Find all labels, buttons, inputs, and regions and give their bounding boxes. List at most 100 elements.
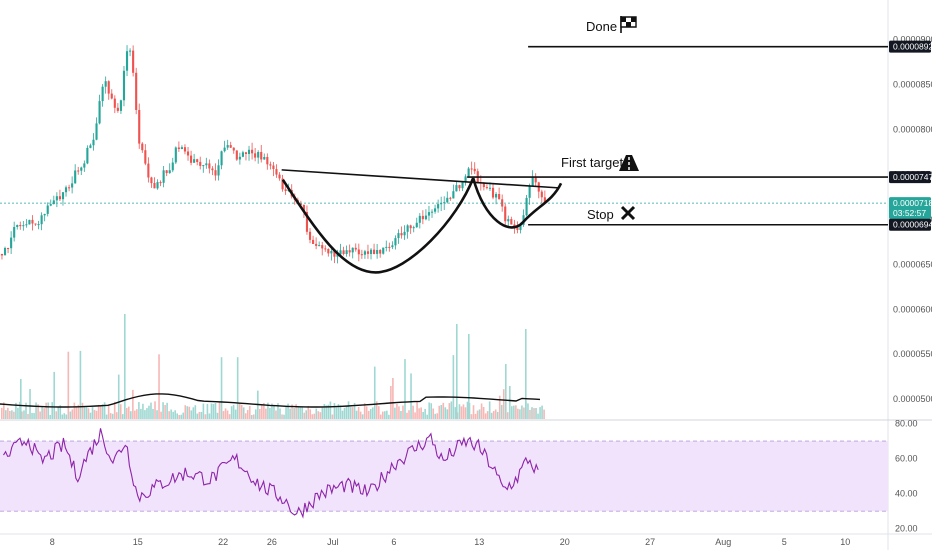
volume-bar xyxy=(232,404,235,419)
volume-bar xyxy=(53,371,56,419)
candle-body xyxy=(440,203,443,205)
candle-body xyxy=(418,215,421,223)
volume-bar xyxy=(166,402,168,419)
candle-body xyxy=(43,214,46,216)
volume-bar xyxy=(107,404,110,419)
volume-bar xyxy=(379,414,382,419)
volume-bar xyxy=(20,379,22,419)
candle-body xyxy=(318,245,321,247)
volume-bar xyxy=(478,409,481,419)
candle-body xyxy=(302,205,305,212)
volume-bar xyxy=(293,408,295,419)
candle-body xyxy=(101,86,104,102)
volume-bar xyxy=(345,405,348,419)
candle-body xyxy=(92,139,95,146)
candle-body xyxy=(141,143,144,151)
candle-body xyxy=(260,152,263,160)
volume-bar xyxy=(410,373,412,419)
price-tag-label: 0.0000892 xyxy=(893,42,932,52)
candle-body xyxy=(125,51,129,71)
volume-bar xyxy=(486,411,489,419)
candle-body xyxy=(135,72,138,110)
candle-body xyxy=(519,224,522,230)
volume-bar xyxy=(73,402,76,419)
candle-body xyxy=(376,250,379,254)
candle-body xyxy=(357,249,360,255)
volume-bar xyxy=(69,411,72,419)
price-tag: 0.0000747 xyxy=(889,171,932,184)
volume-bar xyxy=(236,357,239,419)
volume-bar xyxy=(329,401,332,419)
time-axis[interactable]: 8 15 22 26 Jul 6 13 20 27 Aug 5 10 xyxy=(50,537,851,547)
volume-bar xyxy=(212,403,215,419)
price-axis[interactable]: 0.00009000.00008500.00008000.00007500.00… xyxy=(889,34,932,534)
candle-body xyxy=(424,215,427,220)
candle-body xyxy=(272,165,275,169)
volume-bar xyxy=(200,411,203,419)
candle-body xyxy=(366,251,370,254)
volume-bar xyxy=(180,414,183,419)
drawing-tools[interactable] xyxy=(0,45,888,274)
volume-bar xyxy=(218,401,221,419)
volume-bar xyxy=(242,407,245,419)
candle-body xyxy=(525,197,528,216)
candle-body xyxy=(501,199,504,207)
candle-body xyxy=(269,164,272,166)
volume-bar xyxy=(498,395,501,419)
candle-body xyxy=(498,194,501,200)
candle-body xyxy=(360,254,363,256)
volume-bar xyxy=(414,412,416,419)
volume-bar xyxy=(291,404,293,419)
candle-body xyxy=(159,182,162,184)
candle-body xyxy=(223,147,226,152)
candle-body xyxy=(116,107,119,111)
volume-bar xyxy=(105,414,108,419)
volume-bar xyxy=(323,404,326,419)
candle-body xyxy=(80,167,83,171)
candle-body xyxy=(324,248,327,250)
candle-body xyxy=(348,250,351,253)
volume-bar xyxy=(178,415,181,419)
volume-bar xyxy=(158,354,160,419)
volume-bar xyxy=(75,406,78,419)
candle-body xyxy=(421,215,424,220)
volume-bar xyxy=(136,409,138,419)
volume-bar xyxy=(367,410,370,419)
volume-bar xyxy=(339,405,342,419)
candle-body xyxy=(7,248,10,249)
candle-body xyxy=(308,231,312,240)
volume-bar xyxy=(45,402,47,419)
volume-bar xyxy=(513,405,515,419)
volume-bar xyxy=(287,403,289,419)
candle-body xyxy=(55,196,58,201)
volume-bar xyxy=(43,408,45,419)
candle-body xyxy=(238,156,241,160)
volume-bar xyxy=(543,409,545,419)
volume-bar xyxy=(490,412,493,419)
candle-body xyxy=(68,187,71,189)
volume-bar xyxy=(204,414,207,419)
volume-bar xyxy=(394,407,396,419)
volume-bar xyxy=(424,408,426,419)
volume-bar xyxy=(412,405,414,419)
volume-bar xyxy=(511,406,513,419)
candle-body xyxy=(119,100,122,111)
candle-body xyxy=(13,227,16,238)
volume-bar xyxy=(355,410,358,419)
volume-bar xyxy=(248,406,251,419)
volume-bar xyxy=(418,408,420,419)
volume-bar xyxy=(373,366,376,419)
candle-body xyxy=(263,157,266,160)
volume-bar xyxy=(134,410,136,419)
volume-bar xyxy=(416,401,418,419)
candle-body xyxy=(455,185,458,192)
candle-body xyxy=(156,182,159,189)
candle-body xyxy=(443,202,446,204)
candle-body xyxy=(211,168,214,171)
volume-bar xyxy=(89,412,92,419)
candle-body xyxy=(388,246,391,248)
candle-body xyxy=(409,225,412,229)
volume-bar xyxy=(144,410,146,419)
volume-bar xyxy=(388,414,390,419)
